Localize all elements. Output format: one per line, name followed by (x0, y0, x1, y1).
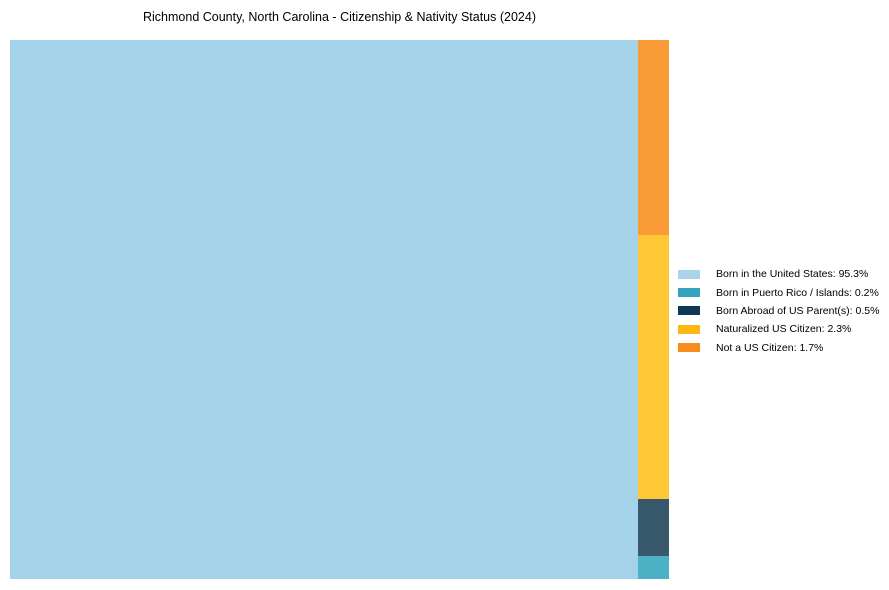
legend-swatch-born-abroad-of-us-parent-s (678, 306, 700, 316)
legend-label: Naturalized US Citizen: 2.3% (716, 323, 852, 336)
legend-swatch-not-a-us-citizen (678, 343, 700, 353)
legend-label: Not a US Citizen: 1.7% (716, 341, 824, 354)
legend-item-naturalized-us-citizen[interactable]: Naturalized US Citizen: 2.3% (678, 320, 879, 338)
chart-title: Richmond County, North Carolina - Citize… (143, 10, 536, 24)
treemap-tile-naturalized-us-citizen[interactable] (638, 235, 669, 499)
legend-swatch-born-in-puerto-rico-islands (678, 288, 700, 298)
legend-swatch-born-in-the-united-states (678, 269, 700, 279)
treemap-tile-born-in-puerto-rico-islands[interactable] (638, 556, 669, 579)
legend-item-born-abroad-of-us-parent-s[interactable]: Born Abroad of US Parent(s): 0.5% (678, 302, 879, 320)
treemap-tile-born-in-the-united-states[interactable] (10, 40, 638, 579)
treemap-tile-not-a-us-citizen[interactable] (638, 40, 669, 235)
treemap-plot (10, 40, 669, 579)
legend-item-not-a-us-citizen[interactable]: Not a US Citizen: 1.7% (678, 339, 879, 357)
legend-swatch-naturalized-us-citizen (678, 324, 700, 334)
legend: Born in the United States: 95.3% Born in … (678, 265, 879, 357)
legend-item-born-in-puerto-rico-islands[interactable]: Born in Puerto Rico / Islands: 0.2% (678, 283, 879, 301)
treemap-tile-born-abroad-of-us-parent-s[interactable] (638, 499, 669, 556)
legend-label: Born in the United States: 95.3% (716, 268, 869, 281)
legend-label: Born Abroad of US Parent(s): 0.5% (716, 304, 880, 317)
legend-item-born-in-the-united-states[interactable]: Born in the United States: 95.3% (678, 265, 879, 283)
legend-label: Born in Puerto Rico / Islands: 0.2% (716, 286, 879, 299)
